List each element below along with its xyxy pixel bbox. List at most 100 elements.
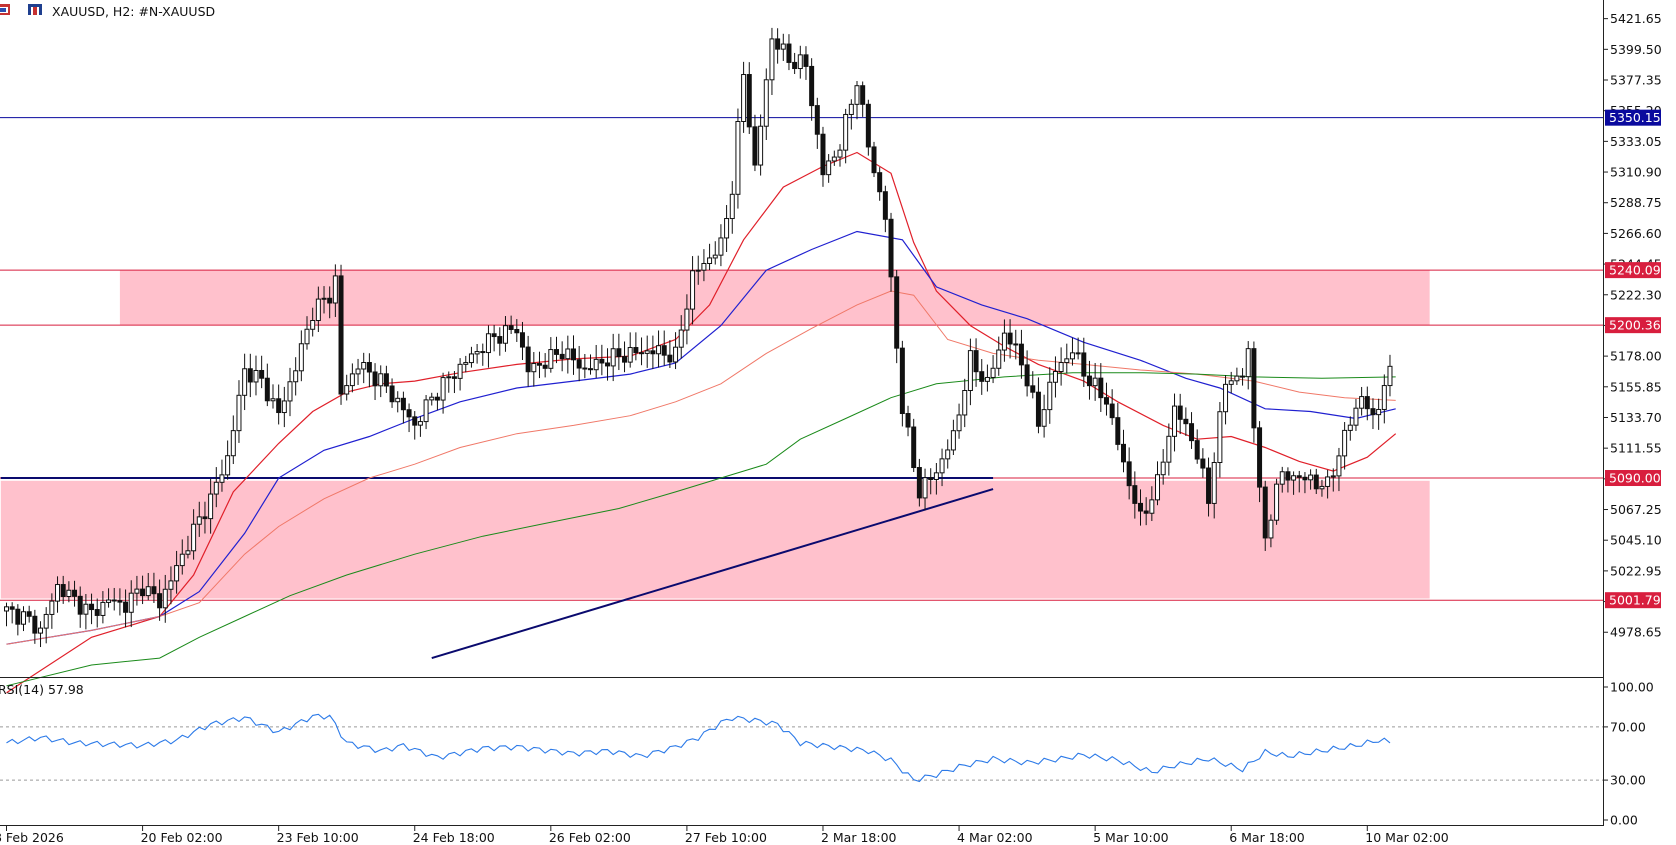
candle (1069, 337, 1075, 366)
supply-demand-zones (0, 270, 1430, 599)
candle (1262, 480, 1268, 551)
candle (939, 448, 945, 487)
candle (1217, 402, 1223, 478)
candle (695, 255, 701, 285)
candle (950, 419, 956, 456)
candle (1376, 398, 1382, 430)
candle (553, 336, 559, 364)
candle (406, 403, 412, 433)
time-tick-label: 8 Feb 2026 (0, 830, 64, 845)
time-tick-label: 4 Mar 02:00 (957, 830, 1033, 845)
candle (871, 141, 877, 178)
level-tag-1: 5240.09 (1605, 262, 1661, 279)
candle (94, 598, 100, 628)
candle (304, 316, 310, 350)
time-tick-label: 2 Mar 18:00 (821, 830, 897, 845)
price-tick-label: 4978.65 (1610, 625, 1662, 640)
candle (1007, 319, 1013, 359)
candle (1387, 354, 1393, 397)
rsi-levels (0, 726, 1603, 781)
candle (843, 108, 849, 164)
candle (865, 99, 871, 156)
candle (77, 586, 83, 628)
candle (474, 344, 480, 364)
candle (707, 243, 713, 271)
candle (310, 307, 316, 337)
candle (242, 353, 248, 411)
candle (134, 575, 140, 606)
candle (219, 459, 225, 492)
candle (264, 363, 270, 407)
candle (1183, 407, 1189, 436)
candle (1336, 447, 1342, 492)
candle (1103, 382, 1109, 416)
svg-text:5090.00: 5090.00 (1609, 471, 1661, 486)
candle (1166, 423, 1172, 476)
candle (576, 345, 582, 382)
candle (616, 333, 622, 371)
price-tick-label: 5045.10 (1610, 533, 1662, 548)
candle (1302, 472, 1308, 494)
rsi-tick-label: 30.00 (1610, 773, 1646, 788)
candle (1319, 479, 1325, 497)
candle (202, 501, 208, 534)
candle (1353, 398, 1359, 431)
time-tick-label: 23 Feb 10:00 (277, 830, 359, 845)
price-tick-label: 5133.70 (1610, 410, 1662, 425)
price-tick-label: 5111.55 (1610, 441, 1662, 456)
candle (389, 378, 395, 408)
candle (128, 580, 134, 628)
chart-window-icon[interactable] (0, 4, 42, 15)
candle (423, 395, 429, 430)
candle (191, 509, 197, 560)
candle (531, 352, 537, 387)
candle (1313, 468, 1319, 494)
candle (962, 378, 968, 428)
candle (1075, 337, 1081, 360)
moving-averages (6, 151, 1397, 694)
candle (1013, 329, 1019, 360)
time-tick-label: 5 Mar 10:00 (1093, 830, 1169, 845)
candle (508, 315, 514, 335)
candle (610, 333, 616, 382)
price-tick-label: 5288.75 (1610, 195, 1662, 210)
moving-average-2 (6, 290, 1396, 645)
candle (928, 468, 934, 495)
candle (1359, 386, 1365, 416)
time-tick-label: 10 Mar 02:00 (1365, 830, 1449, 845)
candle (49, 593, 55, 629)
candle (1172, 393, 1178, 452)
candle (877, 167, 883, 201)
candle (690, 256, 696, 325)
candle (984, 364, 990, 392)
candle (1194, 429, 1200, 464)
candle (4, 602, 9, 627)
candle (1268, 514, 1274, 548)
candle (639, 337, 645, 366)
candle (1240, 368, 1246, 386)
candle (117, 588, 123, 616)
candle (542, 353, 548, 378)
candle (15, 604, 21, 636)
candlesticks (4, 27, 1393, 648)
candle (945, 439, 951, 469)
candle (1092, 363, 1098, 401)
candle (701, 249, 707, 282)
candle (1347, 416, 1353, 441)
rsi-tick-label: 0.00 (1610, 813, 1638, 828)
candle (349, 363, 355, 393)
candle (327, 286, 333, 319)
candle (253, 355, 259, 396)
candle (684, 294, 690, 345)
zone-0 (119, 270, 1430, 326)
candle (820, 126, 826, 187)
candle (1274, 478, 1280, 525)
candle (667, 340, 673, 368)
trend-line[interactable] (431, 488, 994, 660)
candle (831, 150, 837, 166)
candle (1296, 470, 1302, 493)
candle (89, 593, 95, 625)
time-tick-label: 6 Mar 18:00 (1229, 830, 1305, 845)
candle (480, 343, 486, 366)
